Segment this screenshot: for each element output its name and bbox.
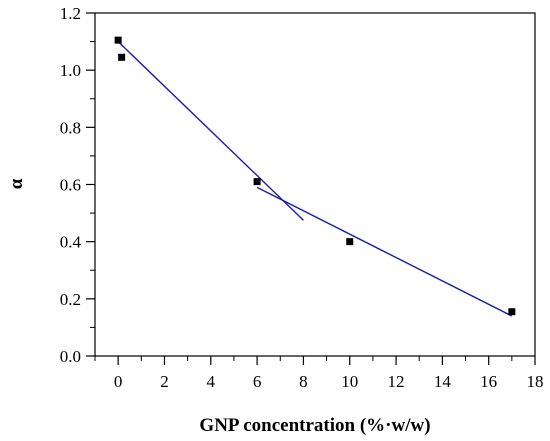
y-tick-label: 0.0 [60,347,81,366]
x-axis-ticks: 0 2 4 6 8 10 12 14 16 18 [94,356,544,391]
data-point [253,178,261,186]
x-axis-title: GNP concentration (%·w/w) [199,415,430,436]
data-point [114,36,122,44]
y-axis-title: α [6,178,27,189]
data-point [118,53,126,61]
x-tick-label: 14 [434,372,452,391]
y-tick-label: 0.8 [60,118,81,137]
y-tick-label: 0.2 [60,290,81,309]
x-tick-label: 8 [299,372,308,391]
x-tick-label: 18 [527,372,544,391]
data-point [508,308,516,316]
x-tick-label: 10 [341,372,358,391]
data-point [346,238,354,246]
fit-line [256,186,513,317]
y-tick-label: 0.4 [60,233,82,252]
y-tick-label: 1.0 [60,61,81,80]
fit-lines [117,41,513,317]
x-tick-label: 2 [160,372,169,391]
plot-frame [94,12,536,357]
x-tick-label: 16 [480,372,497,391]
x-tick-label: 12 [388,372,405,391]
y-tick-label: 1.2 [60,4,81,23]
x-tick-label: 6 [253,372,262,391]
fit-line [117,41,304,221]
y-tick-label: 0.6 [60,176,81,195]
x-tick-label: 4 [207,372,216,391]
data-points [114,36,516,316]
y-axis-ticks: 0.0 0.2 0.4 0.6 0.8 1.0 1.2 [60,4,95,366]
x-tick-label: 0 [114,372,123,391]
